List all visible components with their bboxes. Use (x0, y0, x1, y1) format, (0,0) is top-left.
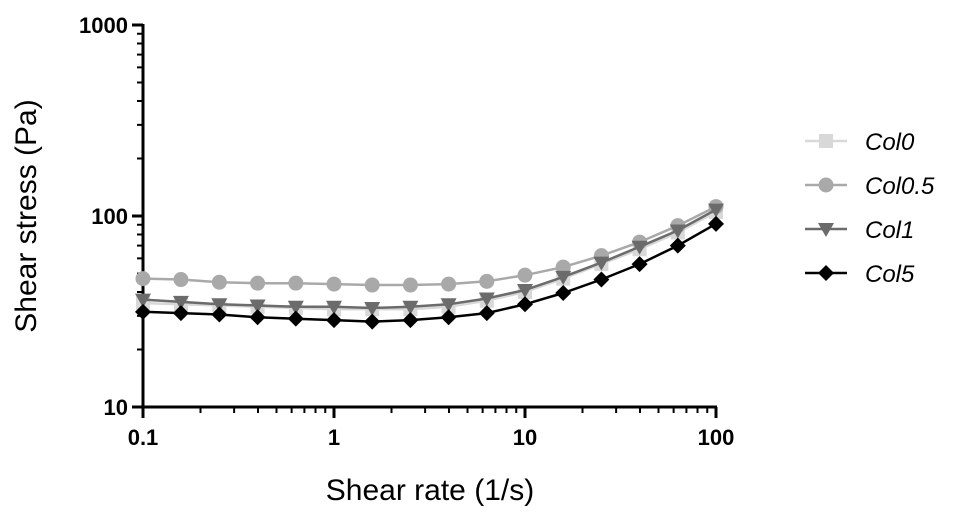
data-point-col1 (211, 298, 228, 313)
legend: Col0 Col0.5 Col1 Col5 (805, 129, 935, 288)
data-point-col1 (364, 301, 381, 316)
data-point-col5 (517, 296, 533, 313)
data-point-col5 (287, 310, 304, 327)
x-tick-label: 10 (513, 425, 537, 450)
y-tick-label: 100 (91, 204, 128, 229)
legend-label-col0-5: Col0.5 (865, 173, 935, 200)
series-line-col5 (142, 222, 717, 323)
data-point-col0-5 (211, 274, 227, 290)
data-point-col0-5 (326, 276, 342, 292)
data-point-col1 (708, 203, 724, 218)
y-tick-label: 10 (104, 395, 128, 420)
data-point-col0-5 (517, 267, 533, 283)
series-line-col0 (142, 210, 717, 311)
data-point-col1 (287, 300, 304, 315)
data-point-col1 (172, 295, 189, 310)
x-tick-label: 0.1 (128, 425, 159, 450)
data-point-col1 (631, 240, 648, 255)
legend-label-col0: Col0 (865, 129, 915, 156)
data-point-col5 (631, 256, 648, 273)
data-point-col1 (402, 300, 419, 315)
data-point-col0-5 (288, 275, 304, 291)
data-point-col1 (669, 224, 686, 239)
data-point-col1 (326, 300, 342, 315)
data-point-col5 (669, 237, 686, 254)
x-tick-label: 100 (698, 425, 735, 450)
data-point-col1 (478, 292, 495, 307)
data-point-col0-5 (364, 277, 380, 293)
data-point-col5 (135, 303, 151, 320)
data-point-col5 (555, 285, 572, 302)
data-point-col5 (211, 306, 228, 323)
data-point-col5 (364, 313, 381, 330)
data-point-col5 (478, 305, 495, 322)
data-point-col0-5 (173, 272, 189, 288)
data-point-col0-5 (555, 259, 571, 275)
data-point-col5 (440, 309, 457, 326)
data-point-col1 (135, 293, 151, 308)
data-point-col1 (517, 283, 533, 298)
data-point-col1 (249, 299, 266, 314)
legend-marker-col0 (819, 134, 833, 148)
y-axis-title: Shear stress (Pa) (10, 99, 43, 332)
legend-label-col5: Col5 (865, 261, 915, 288)
data-point-col0-5 (441, 276, 457, 292)
x-tick-label: 1 (328, 425, 340, 450)
data-point-col0-5 (135, 271, 151, 287)
data-point-col5 (249, 309, 266, 326)
data-point-col5 (326, 312, 342, 329)
data-point-col1 (440, 298, 457, 313)
x-axis-title: Shear rate (1/s) (326, 474, 534, 507)
data-point-col5 (593, 271, 610, 288)
legend-marker-col1 (818, 223, 834, 237)
data-point-col5 (172, 305, 189, 322)
data-point-col0-5 (250, 275, 266, 291)
series-line-col1 (142, 208, 717, 310)
data-point-col1 (555, 270, 572, 285)
series-line-col0-5 (142, 205, 717, 287)
legend-label-col1: Col1 (865, 217, 914, 244)
y-tick-label: 1000 (79, 13, 128, 38)
data-point-col1 (593, 256, 610, 271)
legend-marker-col0-5 (818, 177, 834, 193)
data-point-col0-5 (479, 273, 495, 289)
legend-marker-col5 (818, 265, 834, 281)
data-point-col0-5 (402, 277, 418, 293)
plot-area: 0.1 1 10 100 10 100 1000 (79, 13, 734, 450)
data-point-col5 (402, 312, 419, 329)
data-point-col5 (708, 215, 724, 232)
